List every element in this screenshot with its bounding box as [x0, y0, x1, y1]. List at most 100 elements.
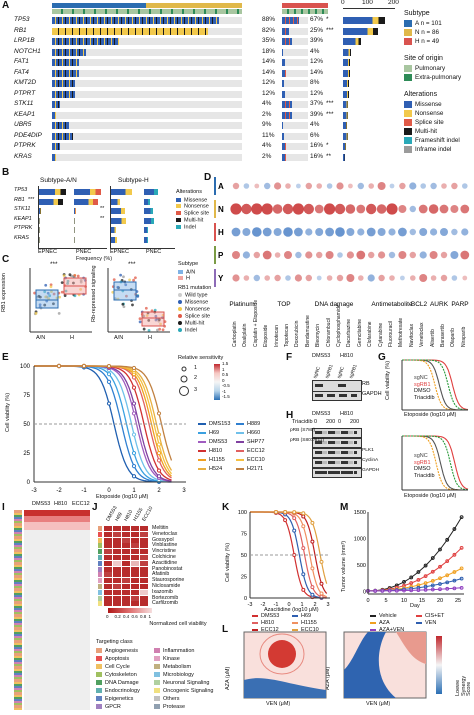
h-row-label: pRB (S780) [290, 428, 316, 433]
legend-swatch [404, 100, 412, 108]
d-drug-label: Barasertib [440, 324, 446, 347]
legend-label: Cell Cycle [105, 663, 130, 670]
e-legend-item: H69 [198, 430, 219, 437]
d-dot [296, 183, 301, 189]
legend-label: AZA+VEN [379, 627, 405, 633]
b-right-axes [110, 186, 175, 249]
panel-a-legend: Subtype A n = 101 N n = 86 H n = 49 Site… [404, 6, 474, 154]
d-dot [346, 228, 355, 236]
k-xtick: -1 [274, 602, 279, 608]
c-point [122, 275, 125, 279]
legend-swatch [252, 614, 258, 617]
j-cell [140, 572, 148, 578]
j-cell [122, 531, 130, 537]
legend-alt-nonsense: Nonsense [404, 109, 474, 118]
d-dot [429, 251, 438, 259]
j-drug-label: Vincristine [152, 548, 176, 555]
panel-c-boxplots [29, 268, 170, 333]
b-sig-right: ** [100, 215, 105, 222]
legend-label: AZA [379, 620, 390, 626]
b-gene-label: RB1 [14, 196, 25, 203]
d-dot [357, 182, 364, 190]
j-class-marker [98, 566, 102, 572]
d-drug-label: Venetoclax [419, 322, 426, 347]
j-class-item: GPCR [96, 704, 121, 710]
a-track-an [52, 69, 242, 77]
h-conc: 200 [350, 419, 360, 425]
d-row-label: A [218, 182, 224, 191]
e-point [106, 363, 112, 369]
d-dot [232, 251, 240, 259]
l-xlabel-right: VEN (μM) [366, 701, 391, 707]
d-drug-label: Olaparib [450, 328, 457, 347]
legend-label: Others [163, 695, 180, 702]
d-dot [430, 182, 437, 190]
c-legend-rb1-item: Multi-hit [178, 320, 211, 327]
panel-label-f: F [286, 352, 293, 363]
c-point [125, 294, 128, 298]
b-bar-right [111, 227, 117, 233]
c-point [37, 294, 41, 298]
d-dot [450, 205, 459, 213]
c-legend-subtype-title: Subtype [178, 261, 199, 267]
legend-label: H69 [301, 613, 312, 619]
j-class-marker [98, 589, 102, 595]
d-dot [294, 274, 302, 282]
g-legend-triacidib-b: Triacidib [414, 472, 435, 479]
legend-swatch [236, 467, 244, 470]
l-colorbar-label: Loewe Synergy Score [455, 675, 472, 696]
c-point [34, 311, 38, 315]
m-xlabel: Day [410, 603, 420, 609]
a-pct-an: 9% [262, 121, 272, 128]
d-group-label: BCL2 [411, 301, 428, 308]
i-col-dms53: DMS53 [32, 501, 51, 507]
a-pct-an: 2% [262, 110, 272, 118]
d-row-marker [214, 269, 216, 287]
e-colorbar-tick: -1.5 [222, 394, 230, 399]
k-point [274, 510, 278, 515]
a-gene-label: KEAP1 [14, 110, 35, 118]
h-blot [312, 448, 362, 458]
a-gene-label: NOTCH1 [14, 47, 41, 55]
e-legend-size: Relative sensitivity [178, 355, 223, 362]
d-drug-label: Cisplatin + Etoposide [252, 299, 259, 347]
j-cell [104, 549, 112, 555]
d-dot [461, 228, 469, 236]
d-dot [305, 228, 313, 236]
j-cell [122, 549, 130, 555]
legend-subtype-n: N n = 86 [404, 28, 474, 37]
b-bar-left-pnec [74, 208, 76, 214]
c-point [52, 292, 56, 296]
e-point [81, 363, 87, 369]
c-point [159, 322, 162, 326]
j-drug-label: Bortezomib [152, 594, 179, 601]
h-conc: 0 [314, 419, 318, 425]
a-track-an [52, 59, 242, 66]
d-dot [232, 182, 240, 190]
j-cell [113, 601, 121, 607]
b-legend-multihit: Multi-hit [176, 218, 209, 224]
legend-swatch [96, 688, 102, 693]
legend-swatch [236, 440, 244, 443]
a-count-bar [343, 69, 350, 77]
legend-label: H889 [247, 421, 261, 427]
a-significance: *** [326, 26, 334, 34]
b-bar-right [111, 208, 125, 214]
d-dot [409, 205, 416, 213]
a-alteration-an [52, 80, 75, 87]
c-point [145, 314, 149, 317]
legend-alt-frameshift: Frameshift indel [404, 136, 474, 145]
j-cell [104, 543, 112, 549]
a-track-an [52, 80, 242, 87]
d-dot [231, 227, 241, 237]
legend-swatch [176, 204, 181, 209]
j-cell [131, 589, 139, 595]
legend-swatch [178, 306, 182, 311]
j-class-marker [98, 584, 102, 589]
d-dot [377, 182, 386, 190]
site-bar-h [282, 9, 328, 14]
j-cell [131, 572, 139, 578]
b-left-group-pnec: PNEC [76, 249, 92, 255]
d-dot [377, 228, 386, 236]
legend-label: Nonsense [415, 110, 444, 117]
